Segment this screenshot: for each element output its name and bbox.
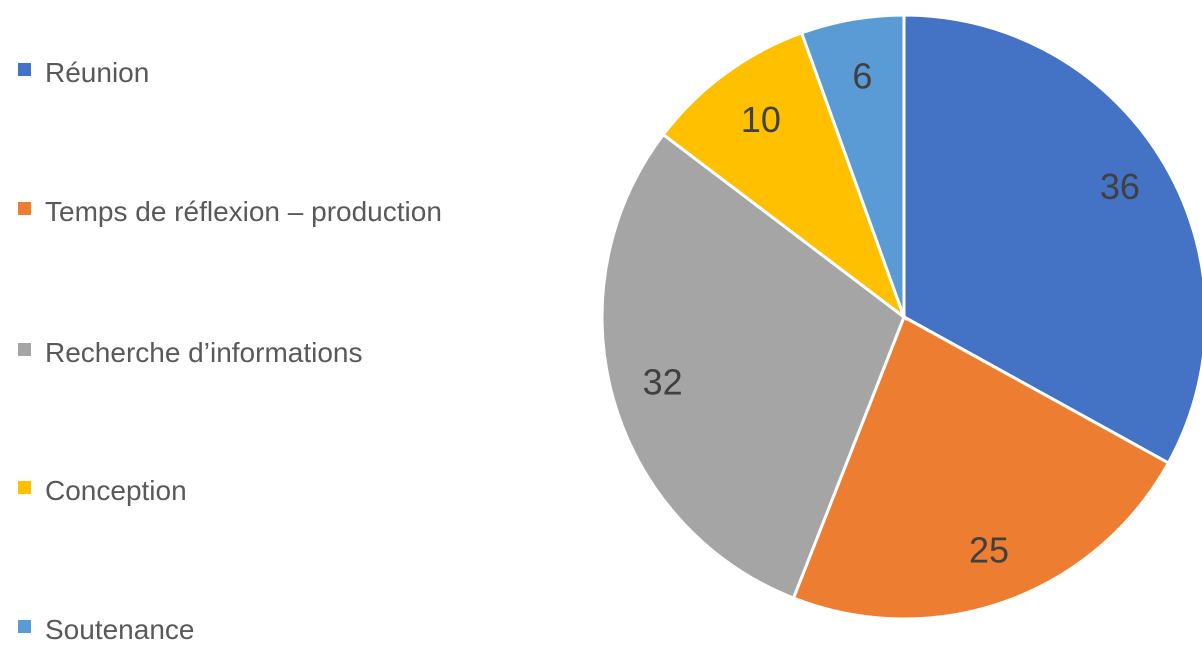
pie-slice	[791, 314, 1171, 621]
data-label: 36	[1100, 166, 1140, 207]
legend-item: Réunion	[18, 52, 475, 94]
legend-swatch	[18, 63, 31, 76]
data-label: 32	[643, 361, 683, 402]
legend-swatch	[18, 481, 31, 494]
pie-slice	[799, 13, 906, 318]
legend-swatch	[18, 620, 31, 633]
legend-label: Recherche d’informations	[45, 337, 363, 368]
legend-item: Conception	[18, 470, 475, 512]
pie-slice	[902, 13, 1202, 465]
legend-label: Temps de réflexion – production	[45, 196, 442, 227]
legend-label: Conception	[45, 475, 187, 506]
legend-swatch	[18, 202, 31, 215]
legend-item: Temps de réflexion – production	[18, 191, 475, 233]
data-label: 10	[741, 99, 781, 140]
legend-label: Soutenance	[45, 614, 195, 645]
legend-swatch	[18, 343, 31, 356]
data-label: 6	[852, 56, 872, 97]
legend-item: Soutenance	[18, 609, 475, 651]
pie-slice	[661, 30, 908, 322]
legend-item: Recherche d’informations	[18, 332, 475, 374]
legend-label: Réunion	[45, 57, 150, 88]
pie-slice	[600, 132, 906, 600]
data-label: 25	[969, 529, 1009, 570]
